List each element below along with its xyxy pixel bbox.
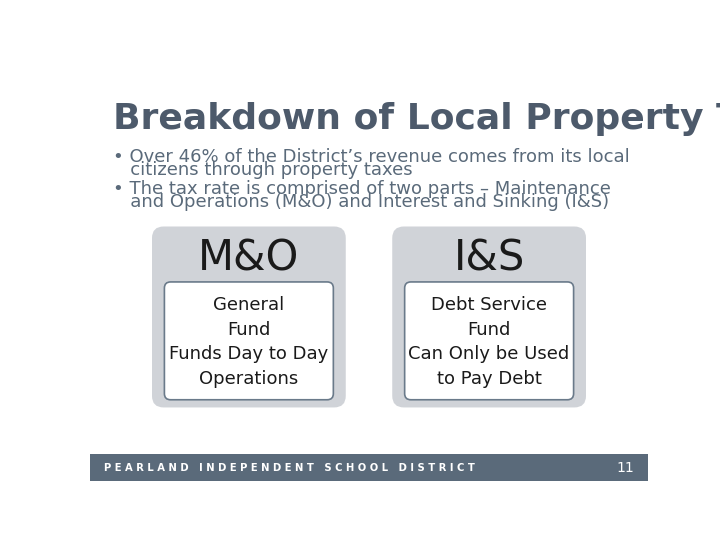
Text: I&S: I&S: [454, 237, 525, 279]
Text: 11: 11: [616, 461, 634, 475]
Text: Breakdown of Local Property Taxes: Breakdown of Local Property Taxes: [113, 102, 720, 136]
FancyBboxPatch shape: [405, 282, 574, 400]
Text: P E A R L A N D   I N D E P E N D E N T   S C H O O L   D I S T R I C T: P E A R L A N D I N D E P E N D E N T S …: [104, 462, 474, 472]
FancyBboxPatch shape: [392, 226, 586, 408]
FancyBboxPatch shape: [152, 226, 346, 408]
Text: Funds Day to Day
Operations: Funds Day to Day Operations: [169, 345, 328, 388]
Text: citizens through property taxes: citizens through property taxes: [113, 161, 413, 179]
FancyBboxPatch shape: [164, 282, 333, 400]
Text: M&O: M&O: [198, 237, 300, 279]
Text: and Operations (M&O) and Interest and Sinking (I&S): and Operations (M&O) and Interest and Si…: [113, 193, 609, 211]
Bar: [90, 455, 648, 481]
Text: Debt Service
Fund: Debt Service Fund: [431, 296, 547, 339]
Text: General
Fund: General Fund: [213, 296, 284, 339]
Text: • Over 46% of the District’s revenue comes from its local: • Over 46% of the District’s revenue com…: [113, 148, 630, 166]
Text: Can Only be Used
to Pay Debt: Can Only be Used to Pay Debt: [408, 345, 570, 388]
Text: • The tax rate is comprised of two parts – Maintenance: • The tax rate is comprised of two parts…: [113, 180, 611, 198]
